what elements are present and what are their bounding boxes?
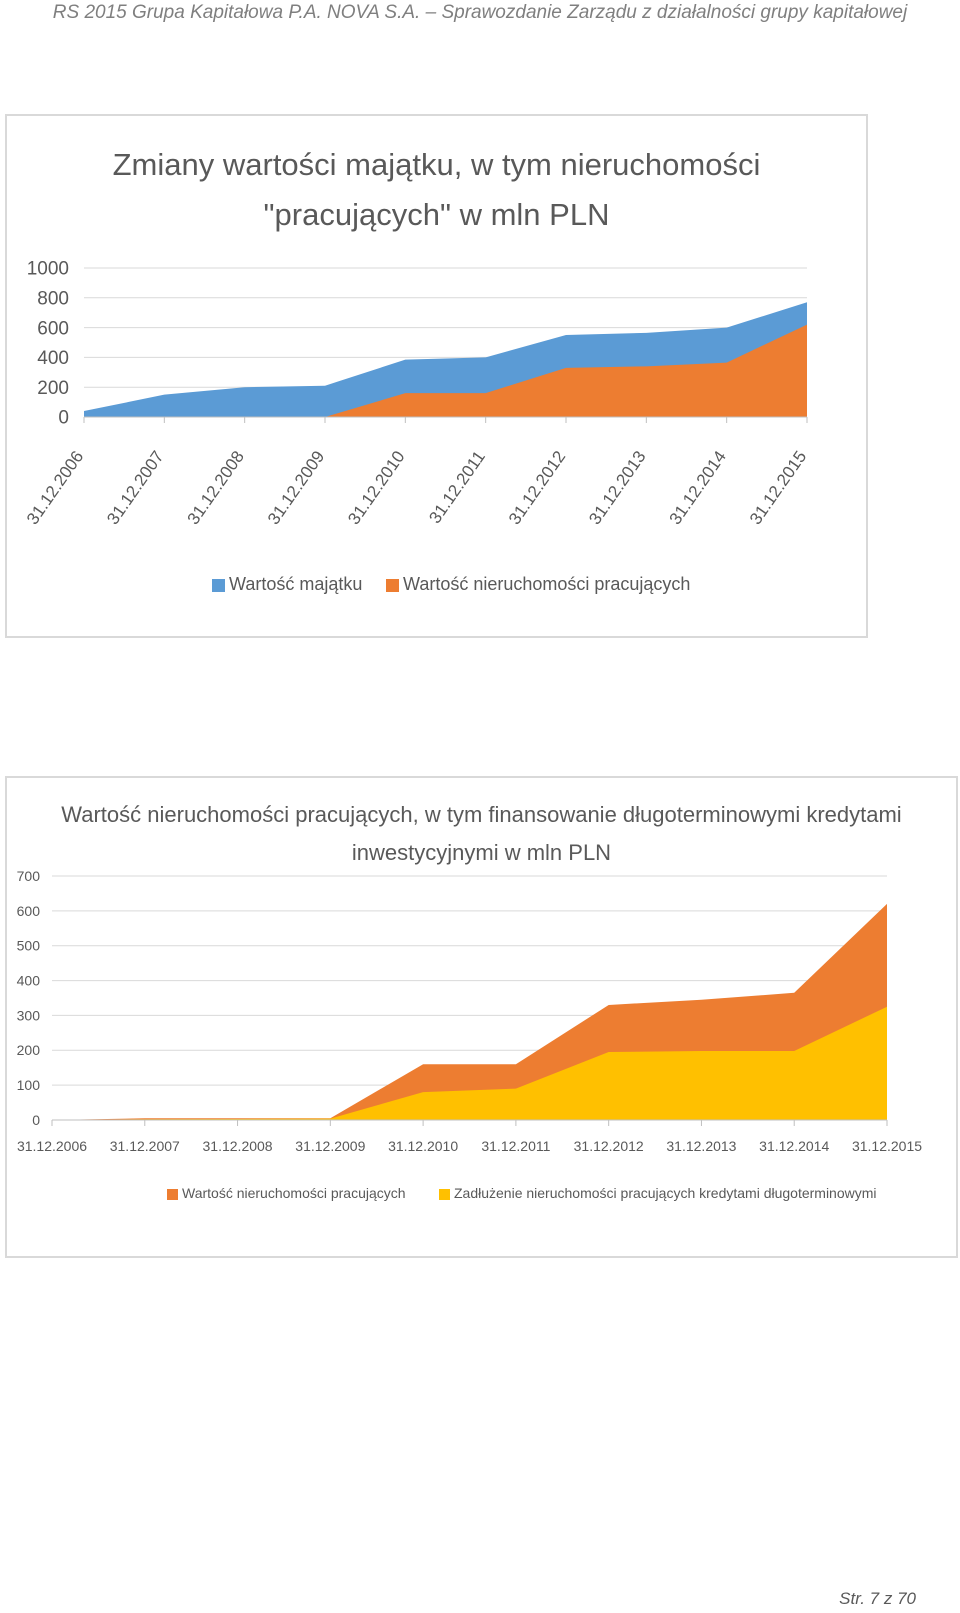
x-tick-label: 31.12.2013 bbox=[585, 447, 649, 528]
x-tick-label: 31.12.2011 bbox=[425, 447, 489, 527]
y-tick-label: 800 bbox=[37, 288, 69, 309]
legend-label: Zadłużenie nieruchomości pracujących kre… bbox=[454, 1185, 877, 1201]
chart-title-line: Wartość nieruchomości pracujących, w tym… bbox=[61, 802, 902, 827]
y-tick-label: 600 bbox=[37, 318, 69, 339]
y-tick-label: 0 bbox=[32, 1112, 40, 1128]
x-tick-label: 31.12.2011 bbox=[481, 1138, 550, 1154]
y-tick-label: 200 bbox=[37, 378, 69, 399]
x-tick-label: 31.12.2010 bbox=[344, 447, 408, 528]
x-tick-label: 31.12.2009 bbox=[264, 447, 328, 528]
header-report-name: RS 2015 Grupa Kapitałowa P.A. NOVA S.A. bbox=[52, 2, 421, 23]
x-tick-label: 31.12.2014 bbox=[759, 1138, 829, 1154]
x-tick-label: 31.12.2012 bbox=[574, 1138, 644, 1154]
page-number: Str. 7 z 70 bbox=[839, 1589, 916, 1608]
legend-label: Wartość majątku bbox=[229, 574, 362, 594]
chart-assets: Zmiany wartości majątku, w tym nieruchom… bbox=[5, 114, 868, 638]
x-tick-label: 31.12.2014 bbox=[666, 447, 730, 528]
y-tick-label: 600 bbox=[17, 903, 41, 919]
y-tick-label: 400 bbox=[37, 348, 69, 369]
chart-title: Wartość nieruchomości pracujących, w tym… bbox=[7, 796, 956, 872]
chart-title-line: Zmiany wartości majątku, w tym nieruchom… bbox=[112, 147, 761, 182]
chart-plot: 0 100 200 300 400 500 600 700 31.12.2006 31.12.20… bbox=[17, 868, 923, 1201]
y-tick-label: 300 bbox=[17, 1007, 41, 1023]
legend-swatch bbox=[386, 579, 399, 592]
x-tick-label: 31.12.2006 bbox=[17, 1138, 87, 1154]
x-tick-label: 31.12.2015 bbox=[852, 1138, 922, 1154]
x-tick-label: 31.12.2013 bbox=[666, 1138, 736, 1154]
legend-label: Wartość nieruchomości pracujących bbox=[182, 1185, 406, 1201]
chart-title-line: "pracujących" w mln PLN bbox=[263, 197, 610, 232]
legend-swatch bbox=[167, 1189, 178, 1200]
y-tick-label: 200 bbox=[17, 1042, 41, 1058]
chart-plot: 0 200 400 600 800 1000 31.12.2006 31.12.2007 31.… bbox=[23, 259, 810, 594]
area-series bbox=[52, 1006, 887, 1120]
y-tick-label: 1000 bbox=[27, 259, 69, 280]
x-tick-label: 31.12.2008 bbox=[203, 1138, 273, 1154]
x-tick-label: 31.12.2010 bbox=[388, 1138, 458, 1154]
header-report-subtitle: – Sprawozdanie Zarządu z działalności gr… bbox=[425, 2, 908, 23]
legend-label: Wartość nieruchomości pracujących bbox=[403, 574, 690, 594]
x-tick-label: 31.12.2012 bbox=[505, 447, 569, 528]
page-header: RS 2015 Grupa Kapitałowa P.A. NOVA S.A. … bbox=[0, 0, 960, 28]
x-tick-label: 31.12.2008 bbox=[184, 447, 248, 528]
y-tick-label: 500 bbox=[17, 938, 41, 954]
y-tick-label: 100 bbox=[17, 1077, 41, 1093]
legend-swatch bbox=[212, 579, 225, 592]
x-tick-label: 31.12.2007 bbox=[103, 447, 167, 528]
x-tick-label: 31.12.2006 bbox=[23, 447, 87, 528]
chart-title-line: inwestycyjnymi w mln PLN bbox=[351, 840, 612, 865]
area-series bbox=[84, 324, 807, 417]
y-tick-label: 0 bbox=[58, 408, 69, 429]
chart-title: Zmiany wartości majątku, w tym nieruchom… bbox=[7, 140, 866, 240]
x-tick-label: 31.12.2009 bbox=[295, 1138, 365, 1154]
x-tick-label: 31.12.2007 bbox=[110, 1138, 180, 1154]
chart-real-estate-financing: Wartość nieruchomości pracujących, w tym… bbox=[5, 776, 958, 1258]
y-tick-label: 400 bbox=[17, 972, 41, 988]
x-tick-label: 31.12.2015 bbox=[746, 447, 810, 528]
legend-swatch bbox=[439, 1189, 450, 1200]
y-tick-label: 700 bbox=[17, 868, 41, 884]
